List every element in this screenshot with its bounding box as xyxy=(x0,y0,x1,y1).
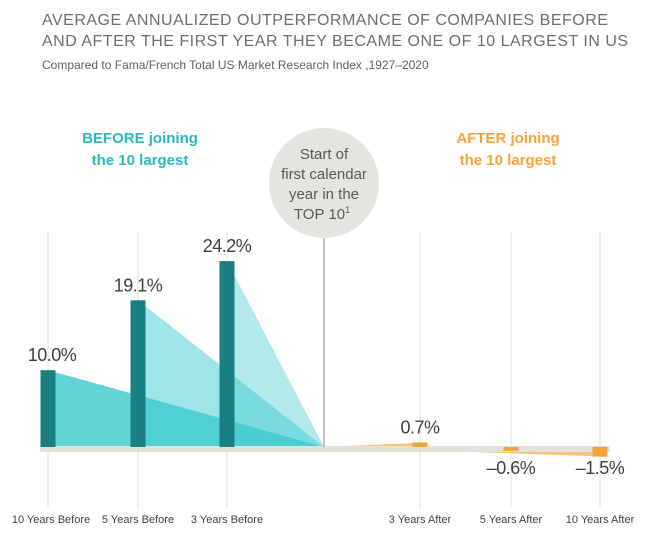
center-label-top10: TOP 10 xyxy=(294,206,345,223)
category-label-4: 3 Years After xyxy=(389,514,452,526)
value-labels: 10.0% 19.1% 24.2% 0.7% –0.6% –1.5% xyxy=(28,236,626,478)
center-label-line-4: TOP 101 xyxy=(294,205,350,223)
chart-subtitle: Compared to Fama/French Total US Market … xyxy=(42,58,429,72)
before-group-label: BEFORE joining the 10 largest xyxy=(70,128,210,172)
value-label-1: 10.0% xyxy=(28,345,77,365)
before-label-line-1: BEFORE joining xyxy=(82,130,198,147)
before-fan-1 xyxy=(48,370,324,447)
bar-3-years-before xyxy=(219,261,235,447)
category-label-5: 5 Years After xyxy=(480,514,543,526)
bar-10-years-before xyxy=(40,370,56,447)
value-label-4: 0.7% xyxy=(400,418,440,438)
category-label-1: 10 Years Before xyxy=(12,514,90,526)
baseline-axis xyxy=(40,446,610,452)
category-labels: 10 Years Before 5 Years Before 3 Years Bef… xyxy=(12,514,635,526)
center-label: Start of first calendar year in the TOP … xyxy=(281,146,367,223)
center-label-footnote-mark: 1 xyxy=(345,205,350,215)
after-fan-4 xyxy=(324,442,428,447)
bar-3-years-after xyxy=(412,442,428,447)
center-label-line-1: Start of xyxy=(300,146,349,163)
category-label-6: 10 Years After xyxy=(566,514,635,526)
value-label-5: –0.6% xyxy=(487,458,536,478)
chart-title-line-2: AND AFTER THE FIRST YEAR THEY BECAME ONE… xyxy=(42,33,629,50)
value-label-2: 19.1% xyxy=(114,275,163,295)
center-label-line-2: first calendar xyxy=(281,166,367,183)
chart-title: AVERAGE ANNUALIZED OUTPERFORMANCE OF COM… xyxy=(42,10,642,52)
bar-5-years-after xyxy=(503,447,519,451)
after-group-label: AFTER joining the 10 largest xyxy=(438,128,578,172)
bar-5-years-before xyxy=(130,300,146,447)
category-label-3: 3 Years Before xyxy=(191,514,263,526)
chart-title-line-1: AVERAGE ANNUALIZED OUTPERFORMANCE OF COM… xyxy=(42,12,609,29)
value-label-6: –1.5% xyxy=(576,458,625,478)
center-circle xyxy=(269,128,379,238)
before-label-line-2: the 10 largest xyxy=(91,152,189,169)
bar-10-years-after xyxy=(592,447,608,457)
after-label-line-2: the 10 largest xyxy=(459,152,557,169)
center-label-line-3: year in the xyxy=(289,186,359,203)
bars xyxy=(40,261,608,457)
baseline-band xyxy=(40,446,610,452)
category-label-2: 5 Years Before xyxy=(102,514,174,526)
after-label-line-1: AFTER joining xyxy=(456,130,560,147)
value-label-3: 24.2% xyxy=(203,236,252,256)
